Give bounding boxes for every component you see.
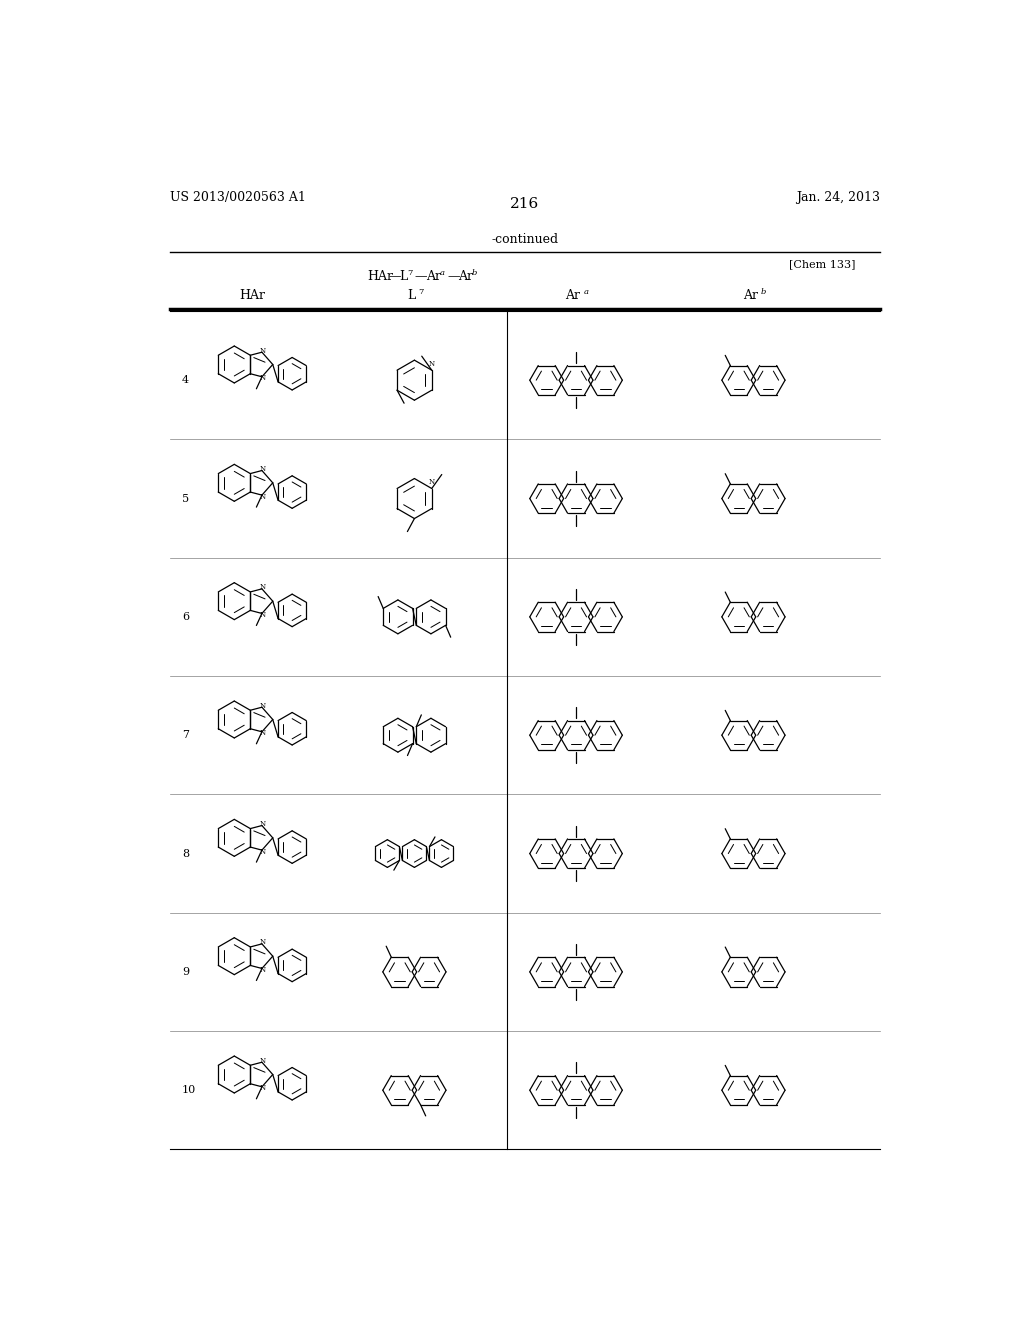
Text: Ar: Ar [426, 269, 440, 282]
Text: N: N [260, 375, 266, 383]
Text: 216: 216 [510, 197, 540, 211]
Text: L: L [399, 269, 408, 282]
Text: N: N [260, 1057, 266, 1065]
Text: Ar: Ar [458, 269, 473, 282]
Text: N: N [260, 611, 266, 619]
Text: N: N [260, 702, 266, 710]
Text: N: N [260, 939, 266, 946]
Text: 4: 4 [182, 375, 189, 385]
Text: N: N [260, 583, 266, 591]
Text: N: N [260, 492, 266, 500]
Text: —: — [389, 269, 401, 282]
Text: 8: 8 [182, 849, 189, 858]
Text: 5: 5 [182, 494, 189, 503]
Text: b: b [472, 269, 477, 277]
Text: N: N [429, 478, 435, 486]
Text: 6: 6 [182, 612, 189, 622]
Text: HAr: HAr [240, 289, 266, 302]
Text: a: a [584, 288, 589, 296]
Text: 7: 7 [408, 269, 413, 277]
Text: Ar: Ar [565, 289, 581, 302]
Text: 10: 10 [182, 1085, 196, 1096]
Text: Jan. 24, 2013: Jan. 24, 2013 [796, 190, 880, 203]
Text: N: N [260, 465, 266, 473]
Text: [Chem 133]: [Chem 133] [790, 259, 856, 269]
Text: Ar: Ar [742, 289, 758, 302]
Text: 7: 7 [419, 288, 424, 296]
Text: —: — [447, 269, 460, 282]
Text: N: N [260, 966, 266, 974]
Text: —: — [415, 269, 427, 282]
Text: US 2013/0020563 A1: US 2013/0020563 A1 [170, 190, 306, 203]
Text: a: a [439, 269, 444, 277]
Text: 9: 9 [182, 966, 189, 977]
Text: L: L [408, 289, 416, 302]
Text: 7: 7 [182, 730, 188, 741]
Text: N: N [260, 730, 266, 738]
Text: N: N [260, 820, 266, 828]
Text: N: N [260, 347, 266, 355]
Text: N: N [260, 1084, 266, 1093]
Text: HAr: HAr [367, 269, 393, 282]
Text: N: N [429, 360, 435, 368]
Text: b: b [761, 288, 766, 296]
Text: N: N [260, 847, 266, 855]
Text: -continued: -continued [492, 234, 558, 247]
